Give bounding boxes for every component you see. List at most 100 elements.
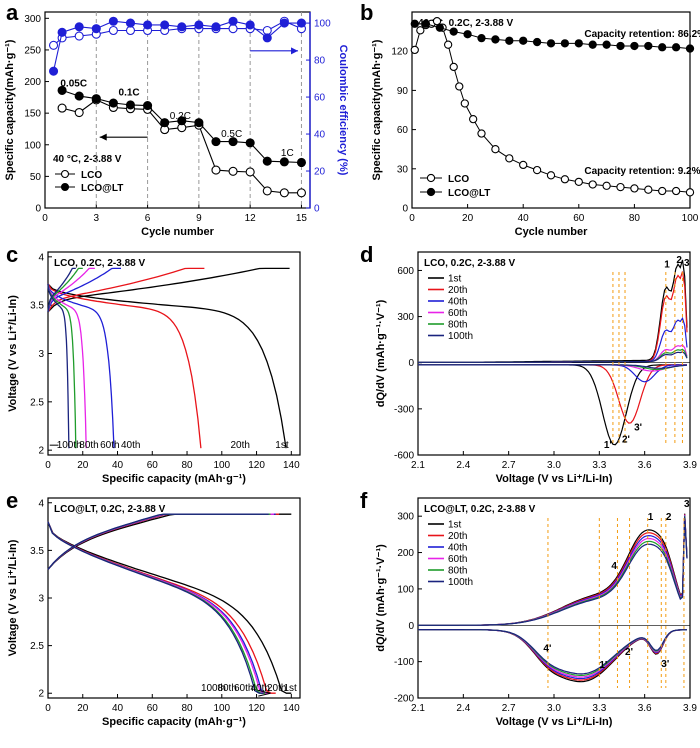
data-point-b xyxy=(532,37,542,47)
data-point-a xyxy=(228,24,238,34)
y-tick-label-c: 3 xyxy=(38,349,44,360)
y-tick-label-f: 100 xyxy=(397,584,414,595)
legend-label-f: 60th xyxy=(448,554,467,565)
discharge-curve-c-20th xyxy=(47,283,202,449)
data-point-a xyxy=(108,98,118,108)
panel-letter-d: d xyxy=(360,242,373,267)
legend-label-f: 1st xyxy=(448,520,462,531)
y-tick-label-a: 0 xyxy=(35,204,41,215)
cycle-label-e: 100th xyxy=(201,683,226,694)
data-point-a xyxy=(91,94,101,104)
panel-letter-b: b xyxy=(360,0,373,25)
condition-label-c: LCO, 0.2C, 2-3.88 V xyxy=(54,258,145,269)
data-point-b xyxy=(519,36,528,45)
data-point-a xyxy=(108,25,118,36)
rate-label-a: 0.2C xyxy=(170,111,191,122)
data-point-a xyxy=(108,16,118,26)
data-point-b xyxy=(435,23,444,32)
x-tick-label-d: 3.9 xyxy=(683,460,697,471)
y-axis-label-b: Specific capacity(mAh·g⁻¹) xyxy=(371,39,383,180)
legend-label-d: 1st xyxy=(448,274,462,285)
x-tick-label-a: 0 xyxy=(42,213,48,224)
peak-label-f: 2 xyxy=(666,512,672,523)
x-tick-label-f: 3.6 xyxy=(638,703,652,714)
peak-label-d: 3 xyxy=(684,258,690,269)
y-tick-label-f: -100 xyxy=(394,657,414,668)
discharge-curve-e-20th xyxy=(47,521,276,694)
data-point-b xyxy=(532,165,542,175)
x-axis-label-a: Cycle number xyxy=(141,226,214,238)
x-tick-label-f: 2.7 xyxy=(502,703,516,714)
cycle-label-c: 40th xyxy=(121,440,140,451)
y-tick-label-a: 300 xyxy=(24,14,41,25)
data-point-a xyxy=(296,18,307,28)
x-tick-label-d: 3.0 xyxy=(547,460,561,471)
axes-e: 0 20 40 60 80 100 120 140 2 2.5 3 3.5 4 Specific capa… xyxy=(7,497,301,728)
y-axis-label-a: Specific capacity(mAh·g⁻¹) xyxy=(4,39,16,180)
right-axis-label-a: Coulombic efficiency (%) xyxy=(337,45,349,176)
arrow-head-a xyxy=(99,133,107,141)
x-tick-label-c: 0 xyxy=(45,460,51,471)
data-point-b xyxy=(505,36,514,45)
charge-dqdv-f-100th xyxy=(418,516,688,626)
data-point-b xyxy=(449,62,458,72)
rate-label-a: 0.05C xyxy=(60,79,87,90)
charge-curve-e-100th xyxy=(47,513,269,570)
peak-label-f: 1' xyxy=(599,660,607,671)
data-point-a xyxy=(74,107,84,118)
series-line-a-3 xyxy=(52,20,302,72)
legend-label-f: 80th xyxy=(448,566,467,577)
y-tick-label-b: 60 xyxy=(397,125,409,136)
x-tick-label-c: 100 xyxy=(213,460,230,471)
y-tick-label-c: 4 xyxy=(38,252,44,263)
data-point-a xyxy=(125,100,136,110)
data-point-a xyxy=(91,24,101,34)
data-point-b xyxy=(416,26,425,35)
cycle-label-e: 20th xyxy=(267,683,286,694)
data-point-b xyxy=(616,182,625,192)
y-tick-label-b: 0 xyxy=(402,204,408,215)
discharge-dqdv-d-20th xyxy=(418,364,687,424)
peak-label-d: 2' xyxy=(622,435,630,446)
data-point-b xyxy=(477,129,486,138)
legend-marker-a xyxy=(60,182,70,192)
y-tick-label-c: 2 xyxy=(38,446,44,457)
peak-label-f: 2' xyxy=(625,647,633,658)
x-tick-label-c: 140 xyxy=(283,460,300,471)
y-tick-label-d: 0 xyxy=(408,358,414,369)
discharge-curve-c-80th xyxy=(47,283,77,449)
data-point-b xyxy=(630,184,639,193)
right-tick-label-a: 40 xyxy=(314,130,326,141)
discharge-curve-c-60th xyxy=(47,283,87,449)
charge-curve-c-60th xyxy=(47,267,95,313)
rate-label-a: 1C xyxy=(281,148,294,159)
right-tick-label-a: 60 xyxy=(314,93,326,104)
legend-label-d: 80th xyxy=(448,320,467,331)
cycle-label-c: 60th xyxy=(100,440,119,451)
data-point-a xyxy=(48,40,59,50)
y-tick-label-f: 0 xyxy=(408,621,414,632)
right-tick-label-a: 0 xyxy=(314,204,320,215)
x-axis-label-f: Voltage (V vs Li⁺/Li-In) xyxy=(496,716,613,728)
data-point-a xyxy=(57,103,67,113)
y-tick-label-d: -300 xyxy=(394,404,414,415)
data-point-a xyxy=(74,22,84,32)
y-tick-label-e: 3 xyxy=(38,594,44,605)
legend-marker-b xyxy=(426,173,436,183)
x-tick-label-d: 2.7 xyxy=(502,460,516,471)
data-point-a xyxy=(245,20,255,30)
y-tick-label-f: 200 xyxy=(397,548,414,559)
y-tick-label-a: 250 xyxy=(24,45,41,56)
y-tick-label-e: 2 xyxy=(38,689,44,700)
peak-label-d: 3' xyxy=(634,422,642,433)
x-tick-label-e: 140 xyxy=(283,703,300,714)
x-tick-label-a: 6 xyxy=(145,213,151,224)
retention-label-b: Capacity retention: 9.2% xyxy=(584,166,700,177)
data-point-a xyxy=(160,20,170,30)
x-tick-label-e: 120 xyxy=(248,703,265,714)
data-point-a xyxy=(228,16,238,26)
x-tick-label-f: 3.9 xyxy=(683,703,697,714)
data-point-a xyxy=(74,31,84,41)
data-point-a xyxy=(57,85,67,95)
